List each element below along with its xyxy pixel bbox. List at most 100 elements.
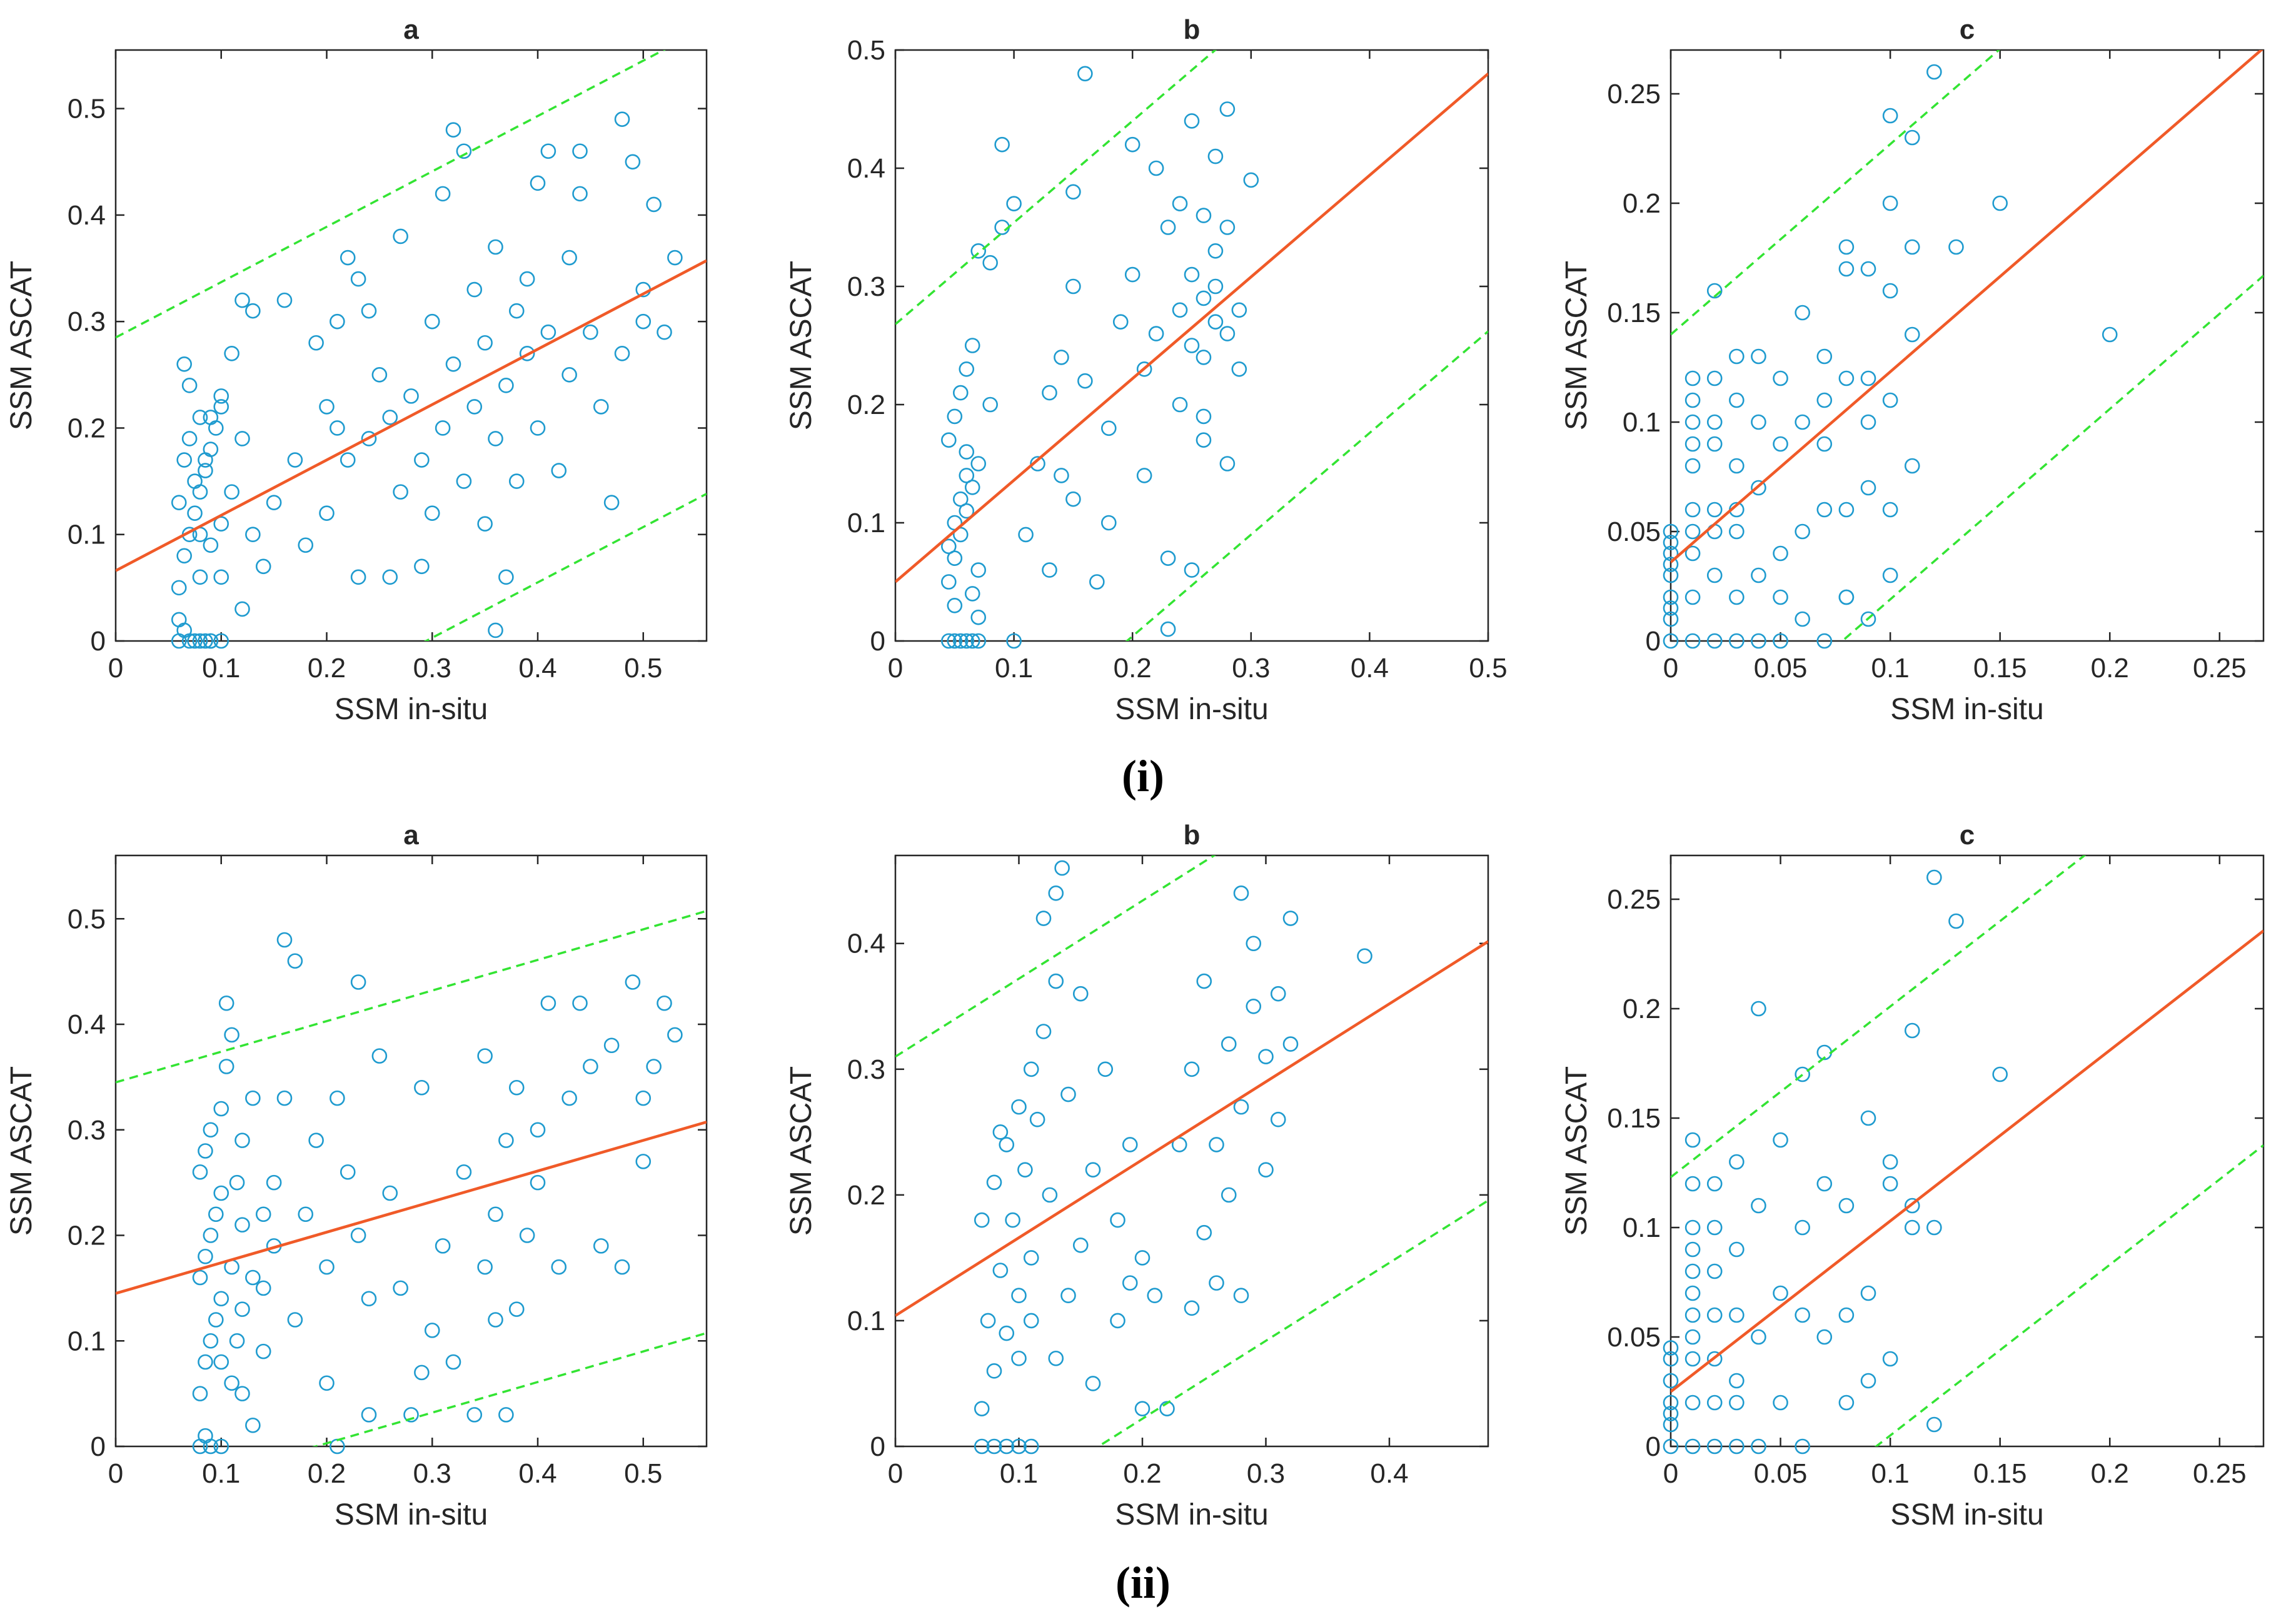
chart-i-c-ytick-label: 0.05 [1607,517,1661,547]
chart-i-b-point [1160,550,1176,567]
chart-ii-b-xtick-label: 0.1 [1000,1458,1038,1489]
chart-ii-a-point [266,1174,282,1191]
chart-ii-a-ytick-label: 0.1 [68,1326,106,1356]
chart-i-a-point [198,452,213,468]
chart-ii-c-ytick-label: 0 [1646,1431,1661,1462]
chart-ii-c-point [1751,1438,1766,1455]
chart-ii-a-point [361,1291,377,1307]
chart-ii-b-point [1246,998,1262,1014]
chart-ii-b: 0 0.1 0.2 0.3 0.4 0 0.1 0.2 0.3 0.4 b SSM in-situ SS… [785,820,1489,1531]
chart-ii-b-point [1072,986,1089,1002]
chart-ii-a-point [218,1059,234,1074]
chart-i-a-xtick-label: 0.1 [202,653,240,683]
chart-ii-a-point [498,1132,514,1148]
chart-i-b-point [1184,113,1200,129]
chart-ii-b-point [1221,1187,1237,1203]
chart-ii-c-point [1816,1329,1833,1345]
chart-i-b-point [964,633,980,649]
chart-i-a-point [319,399,335,415]
chart-i-b-ytick-label: 0.4 [847,153,885,184]
chart-ii-a-point [561,1090,577,1106]
chart-i-a-point [445,356,461,372]
chart-i-b-xtick-label: 0.1 [995,653,1033,683]
chart-ii-b-title: b [1184,820,1201,850]
chart-i-a-point [435,420,451,436]
chart-i-c-point [1684,436,1701,452]
chart-ii-c-point [1684,1132,1701,1148]
chart-i-a-point [213,399,229,415]
chart-ii-b-point [1209,1275,1224,1291]
chart-ii-a-point [287,1312,303,1328]
chart-i-a-point [614,345,630,361]
chart-ii-a-point [245,1090,261,1106]
chart-i-c-xtick-label: 0.25 [2193,653,2247,683]
chart-i-b-point [1077,66,1093,82]
chart-i-c-point [1882,567,1898,583]
chart-i-b-title: b [1184,14,1201,45]
chart-i-c-point [1838,239,1855,255]
chart-ii-b-point [1060,1086,1076,1102]
chart-ii-b-point [1023,1250,1039,1266]
chart-i-c-point [2102,326,2118,343]
chart-ii-b-ytick-label: 0.2 [847,1180,885,1211]
chart-i-b-point [1148,326,1164,341]
chart-i-a-point [424,505,440,521]
chart-i-a-point [298,537,314,553]
chart-i-c-point [1838,589,1855,605]
chart-ii-b-point [1085,1376,1101,1391]
chart-i-a-point [198,633,213,649]
chart-ii-a-title: a [403,820,419,850]
chart-ii-c-xtick-label: 0.05 [1754,1458,1808,1489]
chart-ii-a-point [635,1154,652,1169]
chart-i-a-point [171,495,187,510]
chart-ii-a-ytick-label: 0 [91,1431,106,1462]
chart-i-a-point [361,431,377,446]
chart-i-b-ytick-label: 0.5 [847,35,885,66]
chart-i-c-point [1729,633,1745,649]
chart-i-a-point [540,143,556,159]
row-label-i: (i) [1122,751,1164,801]
chart-i-a-xtick-label: 0.5 [624,653,662,683]
chart-i-a-point [657,324,672,340]
chart-i-a-point [530,420,546,436]
chart-i-b-point [941,574,957,590]
chart-i-b-point [1219,456,1236,472]
chart-i-a-axes-frame [114,49,708,642]
chart-ii-a-point [192,1386,208,1401]
chart-ii-a-point [234,1301,250,1317]
chart-ii-a-point [245,1417,261,1433]
chart-i-a-ytick-label: 0.2 [68,413,106,443]
chart-ii-b-point [1282,1036,1299,1052]
chart-i-b-point [1042,385,1057,401]
chart-ii-c-point [1684,1395,1701,1411]
chart-i-a-point [361,303,377,319]
chart-ii-a-point [445,1354,461,1370]
chart-i-c-lower-bound-line [1840,275,2263,641]
chart-i-a-point [192,569,208,585]
chart-i-a-point [371,367,388,383]
chart-i-b-point [1219,326,1236,341]
chart-i-a-point [181,431,198,446]
chart-i-c-point [1904,129,1920,146]
chart-i-b-point [1196,432,1212,448]
chart-ii-a-point [255,1280,271,1296]
chart-ii-c-point [1751,1198,1766,1214]
chart-ii-a-point [466,1407,483,1423]
chart-ii-a-point [340,1164,356,1180]
chart-ii-c-point [1663,1395,1679,1411]
chart-i-b-point [1089,574,1105,590]
chart-ii-b-point [1011,1288,1027,1304]
chart-i-a-point [192,484,208,500]
chart-ii-b-point [1233,1288,1249,1304]
chart-i-a-point [203,441,219,457]
chart-i-c-point [1838,261,1855,277]
chart-ii-a-point [224,1375,239,1391]
chart-i-c-point [1663,633,1679,649]
chart-i-b-point [959,633,975,649]
chart-i-a-point [176,548,192,564]
chart-ii-b-point [974,1401,990,1416]
chart-i-b-point [959,444,975,460]
chart-i-c-point [1816,502,1833,518]
chart-i-b-point [1184,562,1200,578]
